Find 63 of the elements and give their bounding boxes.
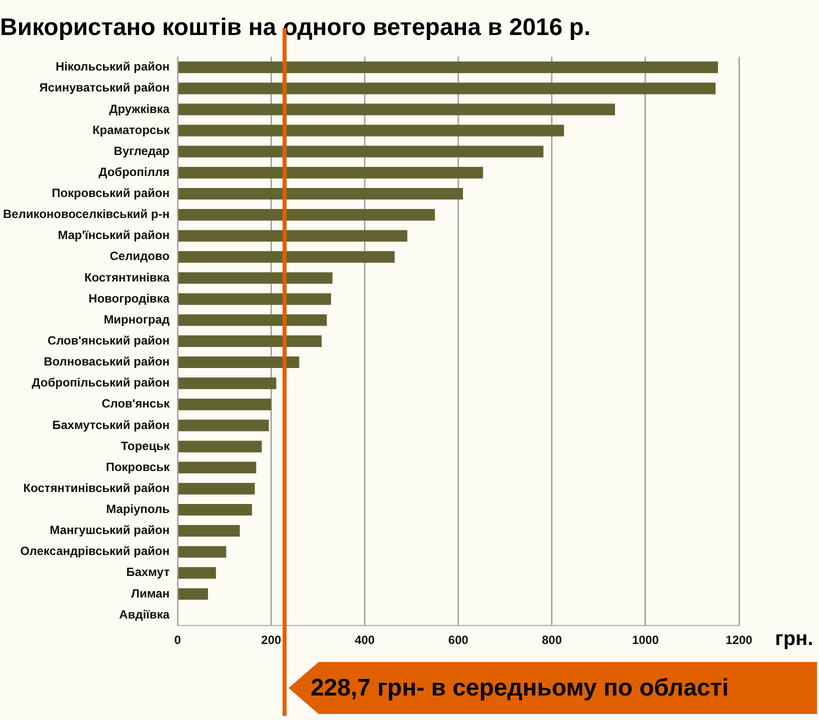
y-tick-label: Ясинуватський район: [39, 80, 170, 95]
x-tick-label: 200: [261, 633, 282, 648]
bar: [178, 124, 564, 136]
y-tick-label: Слов'янськ: [102, 396, 171, 411]
bar: [178, 420, 269, 432]
bar: [178, 588, 208, 600]
y-tick-label: Костянтинівка: [84, 270, 170, 284]
bar: [178, 482, 255, 494]
y-tick-label: Мар'їнський район: [58, 228, 170, 242]
y-tick-label: Добропільський район: [32, 376, 170, 390]
bar: [178, 82, 716, 94]
y-tick-label: Мангушський район: [50, 523, 170, 538]
bar: [178, 272, 332, 284]
bar: [178, 62, 718, 74]
y-tick-label: Маріуполь: [106, 502, 170, 516]
bar: [178, 546, 226, 558]
y-tick-label: Авдіївка: [119, 607, 170, 622]
y-tick-label: Дружківка: [109, 102, 170, 116]
ref-line-label: 228,7 грн- в середньому по області: [310, 674, 729, 702]
y-tick-label: Волноваський район: [44, 354, 170, 369]
bar: [178, 146, 544, 158]
bar: [178, 251, 395, 263]
bar: [178, 209, 435, 221]
y-tick-label: Бахмут: [126, 565, 170, 580]
chart-title: Використано коштів на одного ветерана в 2016 р.: [0, 14, 590, 42]
bar: [178, 462, 256, 474]
x-tick-label: 400: [354, 633, 376, 648]
bar: [178, 525, 240, 537]
bar: [178, 504, 252, 516]
bar: [178, 188, 463, 200]
bar: [178, 567, 216, 579]
bar: [178, 230, 408, 242]
y-tick-label: Костянтинівський район: [23, 480, 170, 495]
y-tick-label: Олександрівський район: [20, 544, 170, 558]
bar: [178, 440, 262, 452]
x-tick-label: 0: [174, 633, 182, 648]
y-tick-label: Лиман: [131, 586, 170, 600]
bar: [178, 335, 322, 347]
x-axis-title: грн.: [775, 628, 814, 650]
y-tick-label: Нікольський район: [56, 60, 170, 74]
y-tick-label: Покровськ: [106, 460, 171, 474]
y-tick-label: Добропілля: [98, 164, 170, 179]
y-tick-label: Новогродівка: [88, 291, 170, 306]
bar: [178, 104, 616, 116]
x-tick-label: 1000: [632, 633, 660, 648]
y-tick-label: Селидово: [110, 249, 170, 264]
y-tick-label: Великоновоселківський р-н: [3, 207, 170, 222]
y-tick-label: Покровський район: [52, 186, 170, 200]
x-tick-label: 1200: [726, 633, 753, 648]
y-tick-label: Торецьк: [120, 438, 171, 453]
y-tick-label: Вугледар: [114, 144, 170, 158]
bar: [178, 378, 276, 390]
y-tick-label: Слов'янський район: [48, 334, 170, 348]
bar: [178, 314, 327, 326]
y-tick-label: Мирноград: [104, 312, 170, 326]
y-tick-label: Бахмутський район: [52, 418, 170, 432]
bar: [178, 293, 332, 305]
bar: [178, 356, 300, 368]
x-tick-label: 800: [542, 633, 562, 648]
bar: [178, 398, 272, 410]
x-tick-label: 600: [448, 633, 469, 648]
bar: [178, 166, 484, 178]
y-tick-label: Краматорськ: [92, 122, 171, 137]
